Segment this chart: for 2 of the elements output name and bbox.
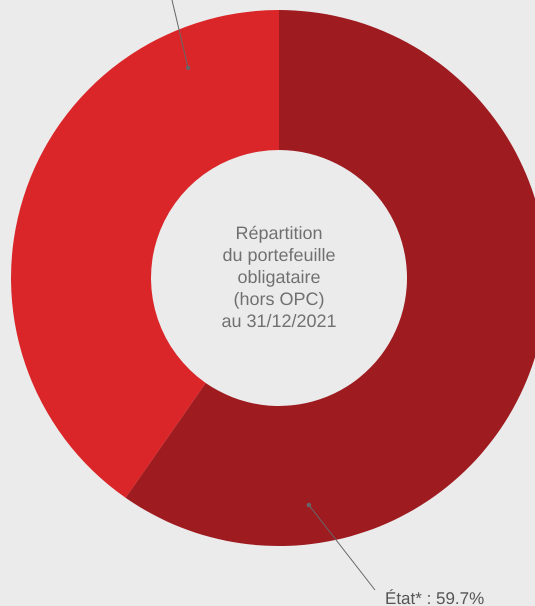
- slice-label: État* : 59.7%: [385, 589, 484, 606]
- text: Répartition du portefeuille obligataire (hors OPC) au 31/12/2021: [221, 223, 337, 331]
